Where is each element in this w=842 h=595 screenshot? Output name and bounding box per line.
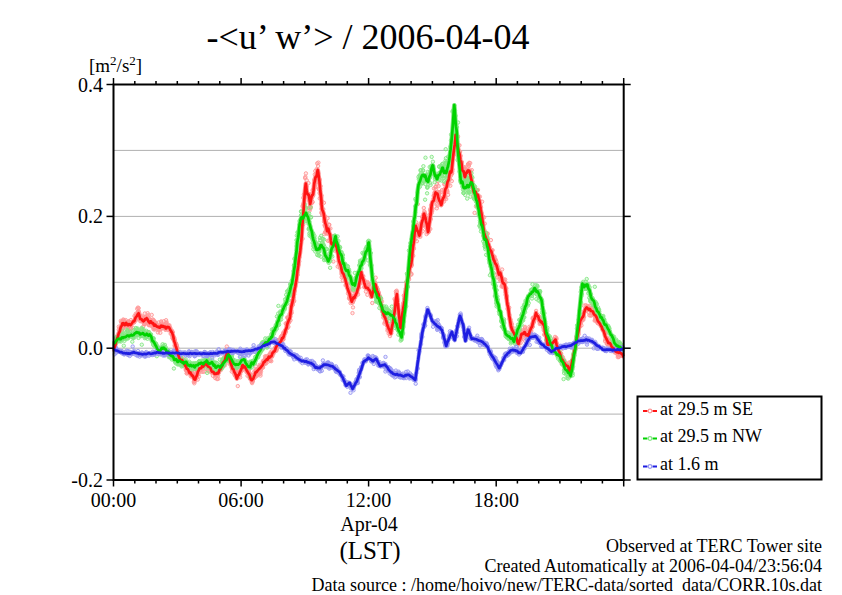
- svg-text:Data source : /home/hoivo/new/: Data source : /home/hoivo/new/TERC-data/…: [312, 575, 822, 595]
- svg-text:-0.2: -0.2: [71, 469, 103, 491]
- svg-text:at 1.6 m: at 1.6 m: [660, 454, 719, 474]
- svg-text:0.4: 0.4: [78, 74, 103, 96]
- svg-text:12:00: 12:00: [346, 489, 392, 511]
- svg-text:(LST): (LST): [339, 537, 400, 565]
- svg-text:Observed at TERC Tower site: Observed at TERC Tower site: [606, 536, 822, 556]
- svg-text:0.2: 0.2: [78, 205, 103, 227]
- svg-text:06:00: 06:00: [218, 489, 264, 511]
- svg-text:18:00: 18:00: [473, 489, 519, 511]
- svg-text:at 29.5 m SE: at 29.5 m SE: [660, 399, 753, 419]
- svg-text:00:00: 00:00: [91, 489, 137, 511]
- svg-text:Apr-04: Apr-04: [340, 513, 397, 536]
- svg-text:0.0: 0.0: [78, 337, 103, 359]
- svg-text:at 29.5 m NW: at 29.5 m NW: [660, 426, 762, 446]
- svg-text:-<u’ w’> / 2006-04-04: -<u’ w’> / 2006-04-04: [207, 17, 530, 57]
- svg-text:Created Automatically at 2006-: Created Automatically at 2006-04-04/23:5…: [485, 556, 822, 576]
